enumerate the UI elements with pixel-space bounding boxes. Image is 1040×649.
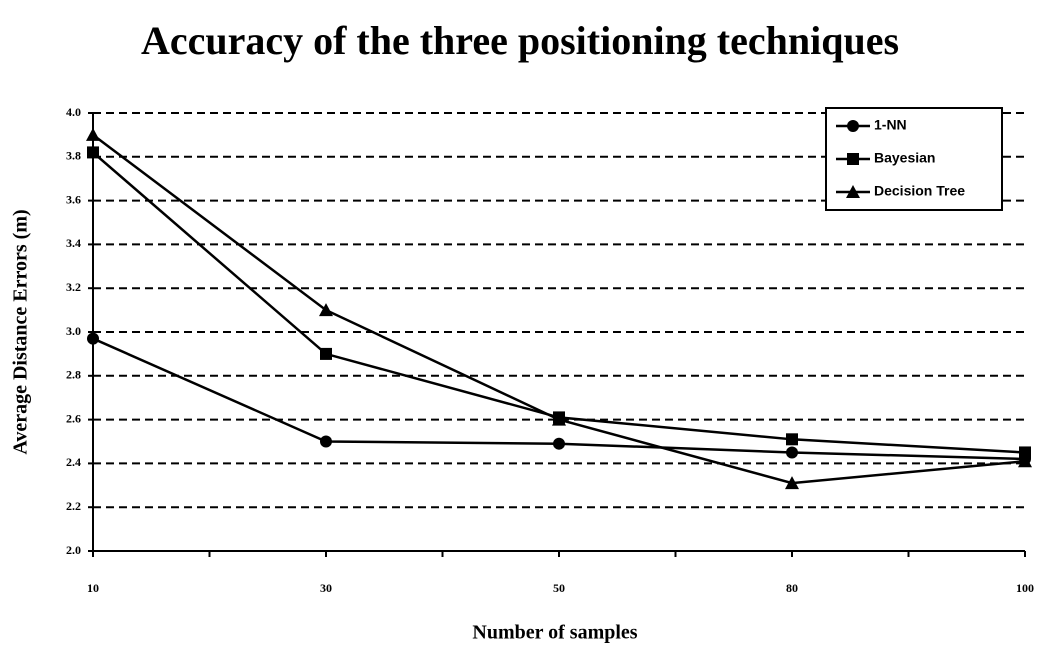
marker — [846, 185, 860, 198]
x-axis-label: Number of samples — [472, 622, 637, 644]
marker — [86, 127, 100, 141]
marker — [1019, 446, 1031, 459]
y-tick-label: 2.2 — [66, 499, 81, 513]
marker — [847, 120, 859, 132]
marker — [319, 303, 333, 317]
y-tick-label: 2.0 — [66, 543, 81, 557]
marker — [320, 347, 332, 360]
x-tick-label: 80 — [786, 581, 798, 595]
x-tick-label: 100 — [1016, 581, 1034, 595]
marker — [847, 153, 859, 165]
marker — [786, 446, 798, 459]
x-tick-label: 10 — [87, 581, 99, 595]
marker — [320, 435, 332, 448]
marker — [553, 437, 565, 450]
y-tick-label: 2.6 — [66, 411, 81, 425]
y-tick-label: 2.4 — [66, 455, 81, 469]
y-tick-label: 3.2 — [66, 280, 81, 294]
y-tick-label: 3.8 — [66, 149, 81, 163]
chart-title: Accuracy of the three positioning techni… — [141, 18, 899, 63]
y-tick-label: 3.4 — [66, 236, 81, 250]
y-tick-label: 2.8 — [66, 368, 81, 382]
legend-label: Decision Tree — [874, 183, 965, 199]
y-tick-label: 3.0 — [66, 324, 81, 338]
marker — [1018, 454, 1032, 468]
legend-label: 1-NN — [874, 117, 907, 133]
marker — [786, 433, 798, 446]
marker — [785, 476, 799, 490]
y-tick-label: 4.0 — [66, 105, 81, 119]
legend-label: Bayesian — [874, 150, 935, 166]
marker — [552, 412, 566, 426]
x-tick-label: 30 — [320, 581, 332, 595]
x-tick-label: 50 — [553, 581, 565, 595]
marker — [87, 146, 99, 159]
marker — [87, 332, 99, 345]
y-axis-label: Average Distance Errors (m) — [10, 209, 32, 454]
y-tick-label: 3.6 — [66, 192, 81, 206]
